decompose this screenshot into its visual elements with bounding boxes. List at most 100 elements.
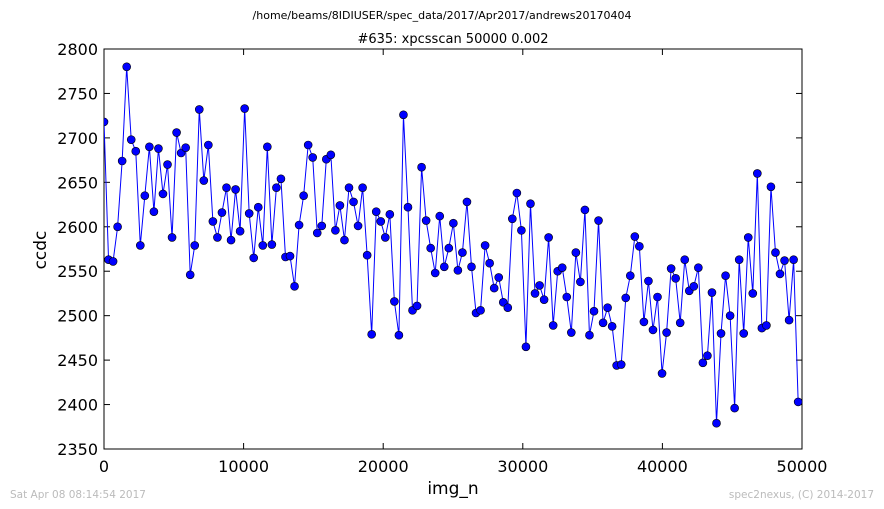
data-point bbox=[743, 233, 753, 242]
data-point bbox=[335, 201, 345, 210]
data-point bbox=[689, 282, 699, 291]
data-point bbox=[716, 329, 726, 338]
data-point bbox=[158, 189, 168, 199]
data-point bbox=[181, 143, 190, 152]
data-point bbox=[240, 104, 249, 113]
data-point bbox=[594, 216, 603, 225]
data-point bbox=[299, 191, 308, 200]
data-point bbox=[657, 369, 667, 378]
data-point bbox=[403, 202, 413, 212]
data-point bbox=[644, 276, 653, 286]
data-point bbox=[213, 233, 222, 242]
data-point bbox=[122, 62, 131, 72]
data-point bbox=[285, 251, 295, 261]
data-point bbox=[199, 176, 209, 185]
x-tick-label: 0 bbox=[99, 457, 109, 476]
y-tick-label: 2750 bbox=[57, 84, 98, 103]
data-point bbox=[117, 156, 127, 166]
data-point bbox=[394, 330, 404, 340]
data-point bbox=[621, 293, 631, 303]
data-point bbox=[625, 271, 635, 280]
data-point bbox=[217, 208, 227, 217]
data-point bbox=[385, 210, 395, 219]
data-point bbox=[662, 328, 671, 337]
data-point bbox=[249, 253, 259, 263]
data-point bbox=[589, 306, 599, 316]
data-point bbox=[154, 144, 163, 153]
data-point bbox=[653, 292, 662, 302]
data-point bbox=[753, 169, 762, 178]
data-point bbox=[766, 182, 776, 192]
data-file-path: /home/beams/8IDIUSER/spec_data/2017/Apr2… bbox=[253, 9, 632, 22]
data-point bbox=[648, 325, 658, 335]
data-point bbox=[326, 150, 336, 160]
data-point bbox=[421, 216, 431, 225]
plot-frame bbox=[103, 48, 803, 450]
data-point bbox=[190, 241, 200, 250]
data-point bbox=[149, 207, 159, 216]
data-point bbox=[616, 360, 626, 369]
data-point bbox=[290, 282, 299, 291]
data-point bbox=[358, 183, 367, 192]
data-point bbox=[607, 322, 617, 331]
data-point bbox=[412, 301, 422, 311]
data-point bbox=[449, 218, 458, 228]
data-point bbox=[371, 207, 381, 216]
data-point bbox=[562, 292, 572, 302]
data-point bbox=[145, 142, 154, 152]
data-point bbox=[580, 205, 590, 215]
data-point bbox=[226, 235, 236, 245]
data-point bbox=[435, 211, 445, 221]
data-point bbox=[185, 270, 195, 280]
data-point bbox=[362, 250, 372, 260]
data-point bbox=[544, 233, 553, 242]
data-series bbox=[104, 62, 802, 428]
data-point bbox=[113, 222, 122, 232]
data-point bbox=[789, 255, 798, 264]
data-point bbox=[485, 258, 494, 268]
data-point bbox=[517, 226, 526, 235]
data-point bbox=[312, 228, 322, 238]
data-point bbox=[430, 268, 440, 278]
series-line bbox=[104, 66, 799, 424]
data-point bbox=[535, 281, 544, 290]
data-point bbox=[349, 197, 358, 207]
data-point bbox=[748, 289, 758, 298]
data-point bbox=[453, 266, 463, 275]
y-tick-label: 2600 bbox=[57, 218, 98, 237]
data-point bbox=[367, 330, 376, 339]
data-point bbox=[104, 117, 109, 127]
data-point bbox=[317, 221, 327, 231]
data-point bbox=[399, 110, 408, 120]
data-point bbox=[439, 262, 449, 272]
data-point bbox=[712, 418, 721, 428]
data-point bbox=[235, 226, 245, 236]
x-tick-label: 10000 bbox=[218, 457, 269, 476]
data-point bbox=[775, 269, 785, 279]
data-point bbox=[480, 241, 490, 250]
data-point bbox=[576, 277, 585, 287]
data-point bbox=[458, 248, 467, 257]
data-point bbox=[698, 358, 708, 368]
x-tick-label: 20000 bbox=[358, 457, 409, 476]
data-point bbox=[666, 264, 676, 273]
data-point bbox=[730, 403, 739, 413]
data-point bbox=[131, 146, 141, 156]
y-tick-label: 2550 bbox=[57, 262, 98, 281]
data-point bbox=[539, 295, 549, 304]
data-point bbox=[557, 263, 567, 272]
data-point bbox=[503, 303, 513, 312]
data-point bbox=[231, 185, 240, 194]
data-point bbox=[635, 242, 644, 251]
data-point bbox=[639, 317, 649, 327]
data-point bbox=[467, 262, 476, 272]
data-point bbox=[508, 214, 517, 224]
y-tick-label: 2350 bbox=[57, 440, 98, 459]
data-point bbox=[703, 351, 712, 360]
data-point bbox=[308, 153, 318, 162]
data-point bbox=[571, 248, 581, 257]
data-point bbox=[390, 297, 399, 306]
data-point bbox=[272, 183, 281, 192]
data-point bbox=[294, 220, 304, 230]
